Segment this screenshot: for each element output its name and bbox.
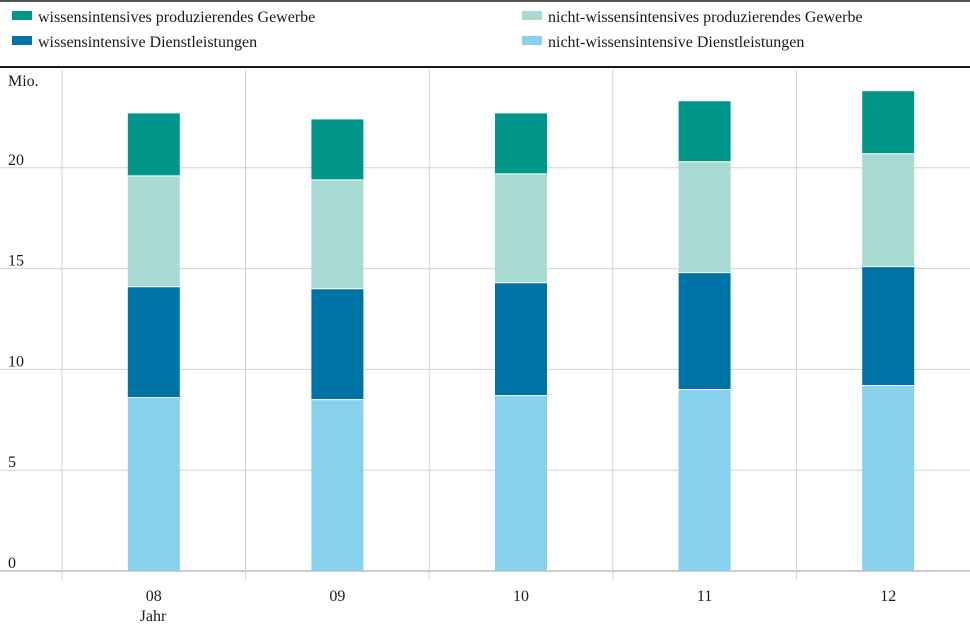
bar-segment: [127, 397, 180, 571]
bar-segment: [862, 91, 915, 154]
legend-label: wissensintensive Dienstleistungen: [38, 34, 257, 51]
bar-segment: [495, 173, 547, 283]
y-tick-label: 15: [8, 253, 24, 270]
x-tick-label: 11: [697, 588, 712, 605]
x-tick-labels: 08 09 10 11 12: [146, 588, 896, 605]
bar-segment: [495, 113, 547, 174]
legend: wissensintensives produzierendes Gewerbe…: [12, 9, 863, 51]
legend-label: wissensintensives produzierendes Gewerbe: [38, 9, 315, 26]
x-tick-label: 10: [513, 588, 529, 605]
bar-segment: [495, 282, 547, 396]
x-tick-label: 09: [329, 588, 345, 605]
legend-swatch: [522, 11, 542, 20]
x-tick-label: 08: [146, 588, 162, 605]
legend-swatch: [12, 11, 32, 20]
bar-segment: [678, 389, 731, 571]
bar-segment: [678, 272, 731, 390]
bar-segment: [862, 385, 915, 571]
x-axis-label: Jahr: [140, 608, 167, 625]
bar-segment: [127, 113, 180, 176]
y-tick-labels: 0 5 10 15 20: [8, 152, 24, 572]
bar-segment: [862, 153, 915, 267]
bars: [127, 91, 915, 571]
legend-swatch: [522, 36, 542, 45]
legend-label: nicht-wissensintensives produzierendes G…: [548, 9, 863, 26]
legend-label: nicht-wissensintensive Dienstleistungen: [548, 34, 804, 51]
bar-segment: [311, 119, 364, 180]
bar-segment: [127, 175, 180, 287]
bar-segment: [495, 395, 547, 571]
bar-segment: [678, 161, 731, 273]
bar-segment: [678, 101, 731, 162]
legend-swatch: [12, 36, 32, 45]
bar-segment: [311, 288, 364, 400]
bar-segment: [862, 266, 915, 386]
y-axis-label: Mio.: [8, 73, 39, 90]
bar-segment: [127, 286, 180, 398]
y-tick-label: 5: [8, 454, 16, 471]
bar-segment: [311, 399, 364, 571]
x-tick-label: 12: [880, 588, 896, 605]
y-tick-label: 10: [8, 353, 24, 370]
y-tick-label: 20: [8, 152, 24, 169]
y-tick-label: 0: [8, 555, 16, 572]
bar-segment: [311, 179, 364, 289]
